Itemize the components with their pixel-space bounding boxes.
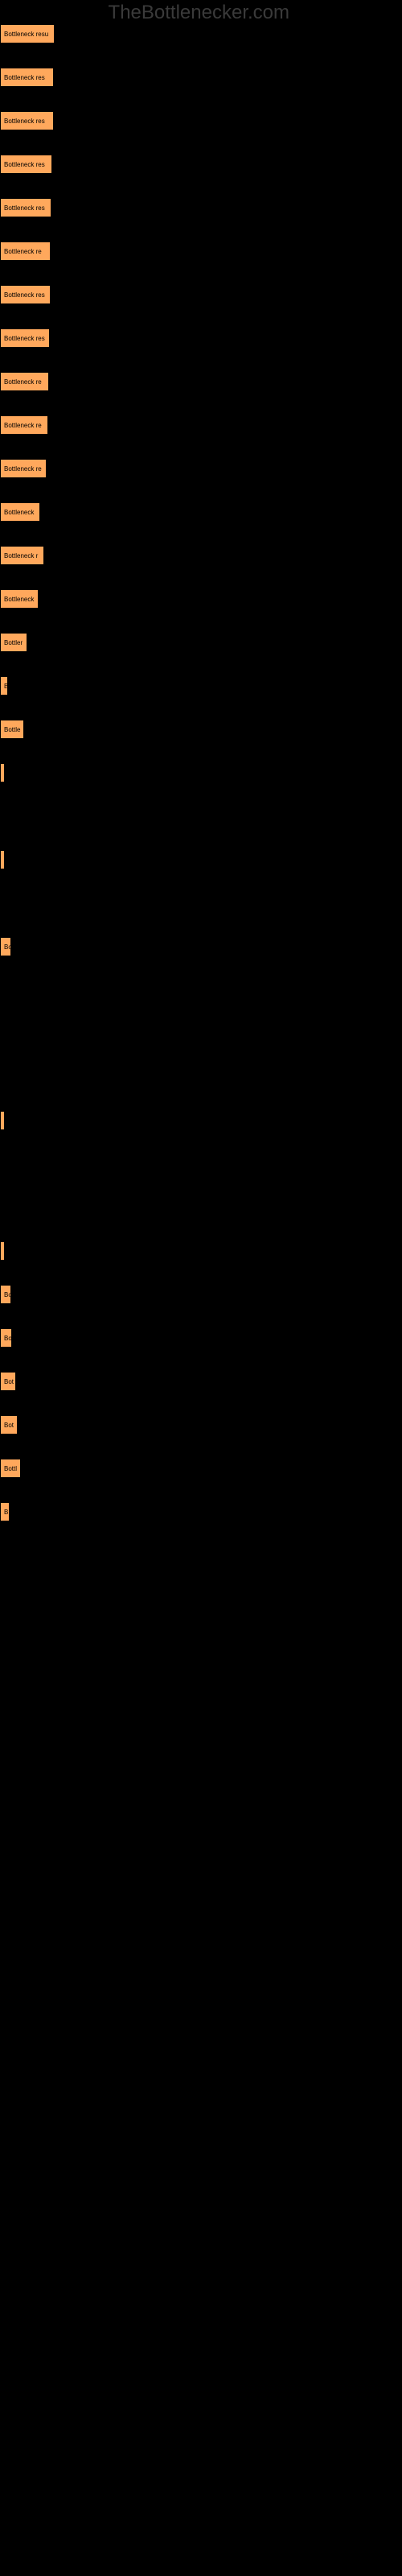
bar-row: Bo (0, 1285, 402, 1304)
bar-label: Bot (4, 1378, 14, 1385)
bar-label: Bottleneck re (4, 465, 42, 473)
chart-bar (0, 1111, 5, 1130)
bar-row: Bo (0, 1328, 402, 1348)
bar-row: B (0, 1502, 402, 1521)
bar-row: Bottler (0, 633, 402, 652)
chart-bar: Bottleneck res (0, 285, 51, 304)
chart-bar: Bottleneck res (0, 68, 54, 87)
chart-bar (0, 850, 5, 869)
chart-bar: Bo (0, 937, 11, 956)
bar-row: Bottle (0, 720, 402, 739)
bar-row: B (0, 676, 402, 696)
bar-row: Bo (0, 937, 402, 956)
bar-row (0, 1154, 402, 1174)
bar-row: Bottleneck (0, 589, 402, 609)
bar-label: Bottleneck (4, 509, 34, 516)
bar-row: Bottleneck re (0, 242, 402, 261)
bar-label: Bottleneck re (4, 378, 42, 386)
bar-label: Bo (4, 1291, 11, 1298)
bar-row (0, 1241, 402, 1261)
chart-bar: Bot (0, 1415, 18, 1435)
chart-bar (0, 763, 5, 782)
chart-bar: Bottleneck re (0, 415, 48, 435)
watermark-text: TheBottlenecker.com (109, 2, 289, 24)
bar-row: Bottleneck res (0, 198, 402, 217)
bar-label: Bottleneck res (4, 118, 45, 125)
bar-row (0, 1067, 402, 1087)
bar-label: Bottler (4, 639, 23, 646)
bar-label: Bottleneck res (4, 74, 45, 81)
bar-label: Bottleneck res (4, 161, 45, 168)
chart-bar: Bottleneck re (0, 372, 49, 391)
bar-label: Bottle (4, 726, 20, 733)
chart-bar: Bottleneck (0, 589, 39, 609)
chart-bar: Bottleneck res (0, 198, 51, 217)
bar-label: Bottleneck re (4, 248, 42, 255)
bar-label: Bottleneck (4, 596, 34, 603)
bar-row (0, 807, 402, 826)
chart-bar: Bottleneck re (0, 459, 47, 478)
bar-row (0, 850, 402, 869)
bar-row (0, 894, 402, 913)
chart-bar: Bottle (0, 720, 24, 739)
bar-row: Bottleneck r (0, 546, 402, 565)
bar-row (0, 1024, 402, 1043)
bar-chart: Bottleneck resu Bottleneck res Bottleneck … (0, 0, 402, 1521)
bar-label: Bot (4, 1422, 14, 1429)
bar-row: Bottleneck resu (0, 24, 402, 43)
bar-row: Bottleneck re (0, 459, 402, 478)
bar-label: Bottl (4, 1465, 17, 1472)
bar-label: B (4, 683, 8, 690)
chart-bar: Bo (0, 1328, 12, 1348)
bar-label: Bottleneck res (4, 204, 45, 212)
chart-bar: Bottleneck r (0, 546, 44, 565)
bar-row: Bottleneck res (0, 111, 402, 130)
bar-label: Bottleneck re (4, 422, 42, 429)
bar-row: Bottleneck res (0, 328, 402, 348)
chart-bar: Bot (0, 1372, 16, 1391)
bar-row: Bottleneck res (0, 285, 402, 304)
bar-row: Bot (0, 1415, 402, 1435)
chart-bar: Bottleneck res (0, 328, 50, 348)
bar-label: B (4, 1509, 8, 1516)
bar-label: Bo (4, 1335, 12, 1342)
bar-row: Bottleneck (0, 502, 402, 522)
chart-bar: Bottleneck res (0, 111, 54, 130)
bar-row: Bottleneck re (0, 415, 402, 435)
chart-bar: Bottler (0, 633, 27, 652)
bar-row: Bottl (0, 1459, 402, 1478)
bar-label: Bottleneck res (4, 291, 45, 299)
bar-row: Bot (0, 1372, 402, 1391)
bar-label: Bo (4, 943, 11, 951)
bar-row: Bottleneck res (0, 68, 402, 87)
chart-bar: B (0, 1502, 10, 1521)
bar-row (0, 763, 402, 782)
bar-row (0, 1198, 402, 1217)
bar-label: Bottleneck r (4, 552, 38, 559)
chart-bar: Bottleneck res (0, 155, 52, 174)
chart-bar: Bottleneck re (0, 242, 51, 261)
bar-row (0, 1111, 402, 1130)
bar-label: Bottleneck resu (4, 31, 48, 38)
chart-bar: Bottl (0, 1459, 21, 1478)
bar-row: Bottleneck re (0, 372, 402, 391)
chart-bar: Bottleneck resu (0, 24, 55, 43)
bar-row: Bottleneck res (0, 155, 402, 174)
bar-row (0, 980, 402, 1000)
chart-bar: Bottleneck (0, 502, 40, 522)
chart-bar: B (0, 676, 8, 696)
chart-bar: Bo (0, 1285, 11, 1304)
chart-bar (0, 1241, 5, 1261)
bar-label: Bottleneck res (4, 335, 45, 342)
